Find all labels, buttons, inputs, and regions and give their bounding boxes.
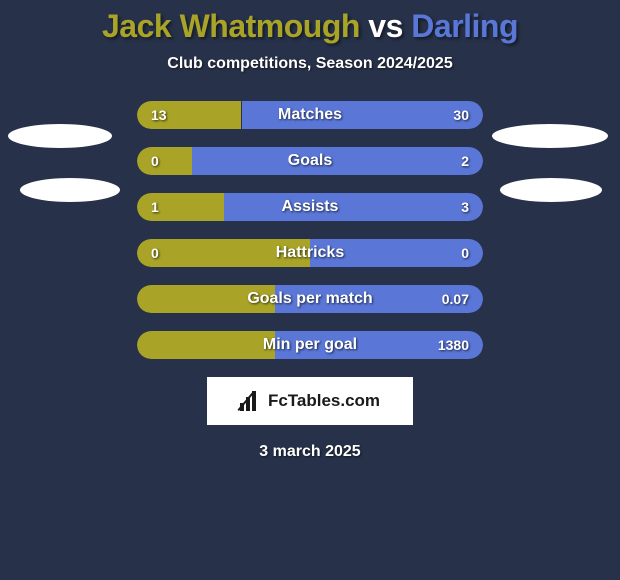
stat-row: Hattricks0 0 xyxy=(137,239,483,267)
stat-value-left: 0 xyxy=(151,153,159,169)
logo-text: FcTables.com xyxy=(268,391,380,411)
stat-label: Min per goal xyxy=(137,336,483,354)
decorative-ellipse-2 xyxy=(492,124,608,148)
stat-row: Goals per match0.07 xyxy=(137,285,483,313)
vs-text: vs xyxy=(368,8,403,44)
date: 3 march 2025 xyxy=(0,443,620,461)
stat-label: Assists xyxy=(137,198,483,216)
subtitle: Club competitions, Season 2024/2025 xyxy=(0,55,620,73)
stat-label: Hattricks xyxy=(137,244,483,262)
stat-label: Goals per match xyxy=(137,290,483,308)
stat-value-right: 0 xyxy=(461,245,469,261)
decorative-ellipse-1 xyxy=(20,178,120,202)
stat-value-left: 0 xyxy=(151,245,159,261)
player1-name: Jack Whatmough xyxy=(102,8,360,44)
chart-container: Jack Whatmough vs Darling Club competiti… xyxy=(0,0,620,580)
stat-row: Matches13 30 xyxy=(137,101,483,129)
stat-bars: Matches1330Goals02Assists13Hattricks00Go… xyxy=(137,101,483,359)
stat-value-left: 1 xyxy=(151,199,159,215)
stat-row: Min per goal1380 xyxy=(137,331,483,359)
stat-value-right: 3 xyxy=(461,199,469,215)
stat-row: Assists1 3 xyxy=(137,193,483,221)
player2-name: Darling xyxy=(411,8,518,44)
stat-value-right: 2 xyxy=(461,153,469,169)
decorative-ellipse-3 xyxy=(500,178,602,202)
page-title: Jack Whatmough vs Darling xyxy=(0,0,620,45)
stat-row: Goals0 2 xyxy=(137,147,483,175)
stat-value-right: 1380 xyxy=(438,337,469,353)
stat-label: Goals xyxy=(137,152,483,170)
stat-value-left: 13 xyxy=(151,107,167,123)
stat-value-right: 30 xyxy=(453,107,469,123)
decorative-ellipse-0 xyxy=(8,124,112,148)
logo: FcTables.com xyxy=(207,377,413,425)
stat-label: Matches xyxy=(137,106,483,124)
fctables-icon xyxy=(240,391,262,411)
stat-value-right: 0.07 xyxy=(442,291,469,307)
